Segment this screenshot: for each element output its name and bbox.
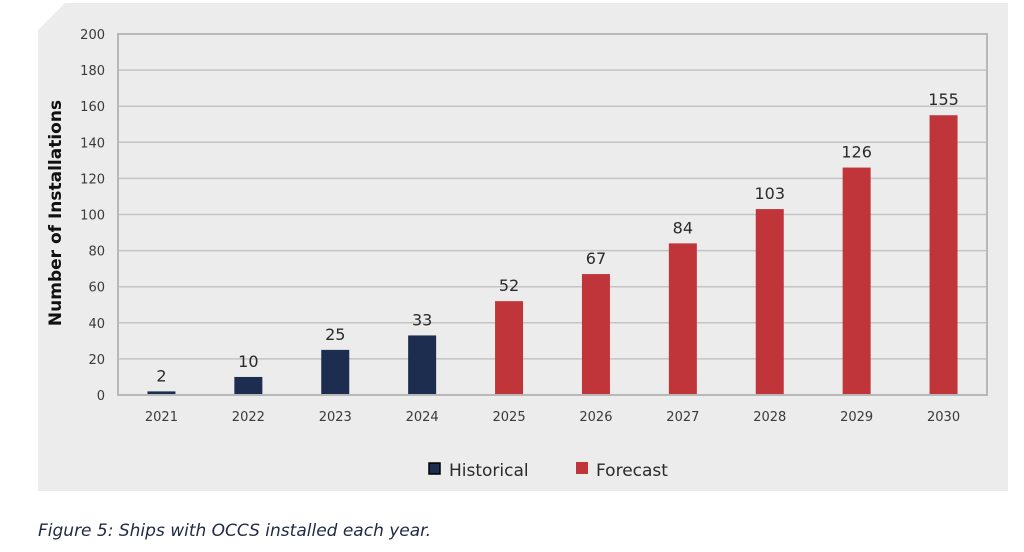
- data-label-2021: 2: [156, 366, 166, 385]
- data-label-2027: 84: [673, 218, 693, 237]
- data-label-2025: 52: [499, 276, 519, 295]
- x-tick-label: 2023: [319, 410, 352, 425]
- x-tick-label: 2026: [579, 410, 612, 425]
- y-tick-label: 20: [88, 353, 105, 368]
- y-tick-label: 200: [80, 28, 105, 43]
- bars: [147, 115, 958, 395]
- y-tick-label: 100: [80, 209, 105, 224]
- data-label-2022: 10: [238, 352, 258, 371]
- legend-label-forecast: Forecast: [596, 461, 668, 481]
- bar-chart: 0 20 40 60 80 100 120 140 160 180 200 2 10 25 33 52 67 8…: [46, 28, 988, 481]
- y-tick-label: 120: [80, 172, 105, 187]
- y-tick-label: 180: [80, 64, 105, 79]
- x-tick-label: 2030: [927, 410, 960, 425]
- x-tick-label: 2029: [840, 410, 873, 425]
- data-label-2023: 25: [325, 325, 345, 344]
- x-tick-label: 2028: [753, 410, 786, 425]
- bar-2025: [495, 301, 524, 395]
- legend: Historical Forecast: [428, 461, 668, 481]
- legend-label-historical: Historical: [449, 461, 529, 481]
- x-tick-label: 2025: [493, 410, 526, 425]
- bar-2023: [321, 349, 350, 395]
- x-tick-label: 2024: [406, 410, 439, 425]
- data-label-2030: 155: [928, 90, 959, 109]
- bar-2026: [581, 274, 610, 395]
- bar-2021: [147, 391, 176, 395]
- data-label-2028: 103: [754, 184, 785, 203]
- legend-swatch-historical: [428, 462, 441, 475]
- bar-2027: [668, 243, 697, 395]
- y-tick-label: 80: [88, 245, 105, 260]
- bar-2028: [755, 209, 784, 395]
- bar-2022: [234, 376, 263, 395]
- gridlines: [118, 69, 987, 360]
- y-tick-label: 60: [88, 281, 105, 296]
- y-tick-label: 0: [97, 389, 105, 404]
- bar-2030: [929, 115, 958, 395]
- x-tick-label: 2022: [232, 410, 265, 425]
- x-axis-ticks: 2021 2022 2023 2024 2025 2026 2027 2028 2029 2030: [145, 410, 960, 425]
- plot-border: [117, 33, 988, 396]
- data-label-2026: 67: [586, 249, 606, 268]
- bar-2029: [842, 167, 871, 395]
- y-axis-label: Number of Installations: [46, 100, 66, 326]
- data-label-2029: 126: [841, 143, 872, 162]
- y-tick-label: 140: [80, 136, 105, 151]
- figure-caption: Figure 5: Ships with OCCS installed each…: [38, 521, 432, 541]
- data-label-2024: 33: [412, 310, 432, 329]
- bar-2024: [408, 335, 437, 395]
- y-tick-label: 160: [80, 100, 105, 115]
- y-tick-label: 40: [88, 317, 105, 332]
- legend-swatch-forecast: [576, 462, 588, 474]
- x-tick-label: 2021: [145, 410, 178, 425]
- x-tick-label: 2027: [666, 410, 699, 425]
- data-labels: 2 10 25 33 52 67 84 103 126 155: [156, 90, 958, 385]
- y-axis-ticks: 0 20 40 60 80 100 120 140 160 180 200: [80, 28, 105, 404]
